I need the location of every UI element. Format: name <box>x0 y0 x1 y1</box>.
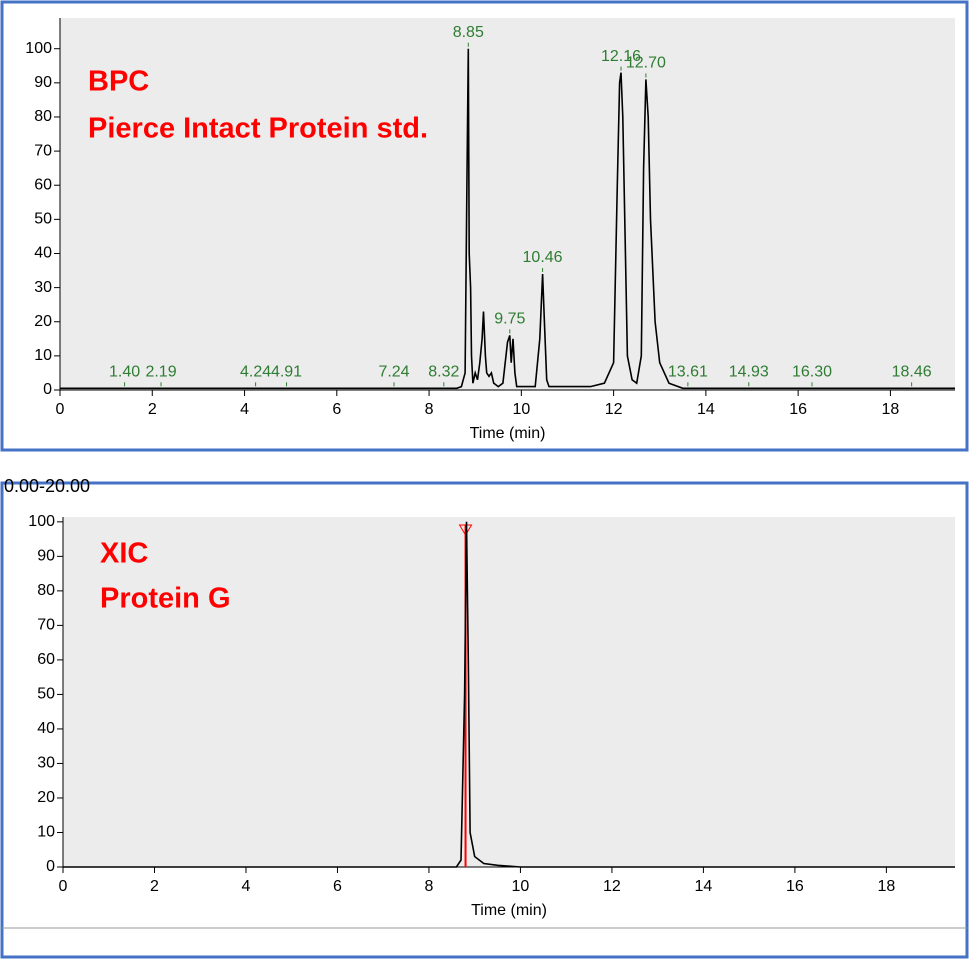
x-tick-label: 8 <box>425 401 434 418</box>
x-tick-label: 18 <box>877 878 895 895</box>
x-tick-label: 6 <box>333 878 342 895</box>
y-tick-label: 0 <box>43 381 52 398</box>
y-tick-label: 100 <box>25 40 52 57</box>
y-tick-label: 40 <box>34 245 52 262</box>
chart: 0.00-20.00 0 10 20 30 40 50 60 70 80 90 100 0 2 4 6 8 10 1… <box>0 476 969 959</box>
x-tick-label: 14 <box>697 401 715 418</box>
peak-label: 14.93 <box>729 364 769 381</box>
peak-label: 18.46 <box>892 364 932 381</box>
y-tick-label: 70 <box>37 617 55 634</box>
x-axis-label: Time (min) <box>471 902 547 919</box>
y-tick-label: 90 <box>34 74 52 91</box>
x-axis-label: Time (min) <box>470 425 546 442</box>
plot-area <box>60 18 955 390</box>
y-tick-label: 30 <box>37 755 55 772</box>
marker-triangle <box>458 524 473 536</box>
y-tick-label: 60 <box>37 651 55 668</box>
x-tick-label: 18 <box>882 401 900 418</box>
annotation: Pierce Intact Protein std. <box>88 113 428 145</box>
peak-label: 9.75 <box>494 311 525 328</box>
y-tick-label: 30 <box>34 279 52 296</box>
peak-label: 16.30 <box>792 364 832 381</box>
peak-label: 1.40 <box>109 364 140 381</box>
peak-label: 10.46 <box>523 249 563 266</box>
y-tick-label: 20 <box>34 313 52 330</box>
x-tick-label: 0 <box>59 878 68 895</box>
peak-label: 2.19 <box>145 364 176 381</box>
peak-label: 12.70 <box>626 55 666 72</box>
x-tick-label: 4 <box>240 401 249 418</box>
chart: 0 10 20 30 40 50 60 70 80 90 100 0 2 4 6 8 10 12 14 16 18 Tim… <box>0 0 969 452</box>
y-tick-label: 10 <box>34 347 52 364</box>
x-tick-label: 10 <box>512 401 530 418</box>
y-tick-label: 90 <box>37 548 55 565</box>
x-tick-label: 6 <box>332 401 341 418</box>
annotation: BPC <box>88 66 149 98</box>
peak-label: 7.24 <box>378 364 409 381</box>
y-tick-label: 50 <box>34 211 52 228</box>
peak-label: 13.61 <box>668 364 708 381</box>
x-tick-label: 2 <box>150 878 159 895</box>
x-tick-label: 8 <box>424 878 433 895</box>
trace <box>63 521 955 868</box>
x-tick-label: 4 <box>242 878 251 895</box>
x-tick-label: 2 <box>148 401 157 418</box>
range-label: 0.00-20.00 <box>4 476 90 496</box>
trace <box>60 48 955 390</box>
x-tick-label: 0 <box>56 401 65 418</box>
x-tick-label: 16 <box>786 878 804 895</box>
peak-label: 8.32 <box>428 364 459 381</box>
y-tick-label: 50 <box>37 686 55 703</box>
y-tick-label: 40 <box>37 720 55 737</box>
y-tick-label: 10 <box>37 824 55 841</box>
x-tick-label: 14 <box>695 878 713 895</box>
y-tick-label: 70 <box>34 142 52 159</box>
y-tick-label: 60 <box>34 176 52 193</box>
peak-label: 4.24 <box>240 364 271 381</box>
peak-label: 8.85 <box>453 24 484 41</box>
y-tick-label: 20 <box>37 789 55 806</box>
y-tick-label: 80 <box>34 108 52 125</box>
x-tick-label: 12 <box>603 878 621 895</box>
peak-label: 12.16 <box>601 48 641 65</box>
y-tick-label: 80 <box>37 582 55 599</box>
x-tick-label: 16 <box>789 401 807 418</box>
x-tick-label: 10 <box>512 878 530 895</box>
x-tick-label: 12 <box>605 401 623 418</box>
annotation: XIC <box>100 538 148 570</box>
y-tick-label: 100 <box>28 513 55 530</box>
peak-label: 4.91 <box>271 364 302 381</box>
y-tick-label: 0 <box>46 858 55 875</box>
plot-area <box>63 517 955 867</box>
annotation: Protein G <box>100 583 231 615</box>
